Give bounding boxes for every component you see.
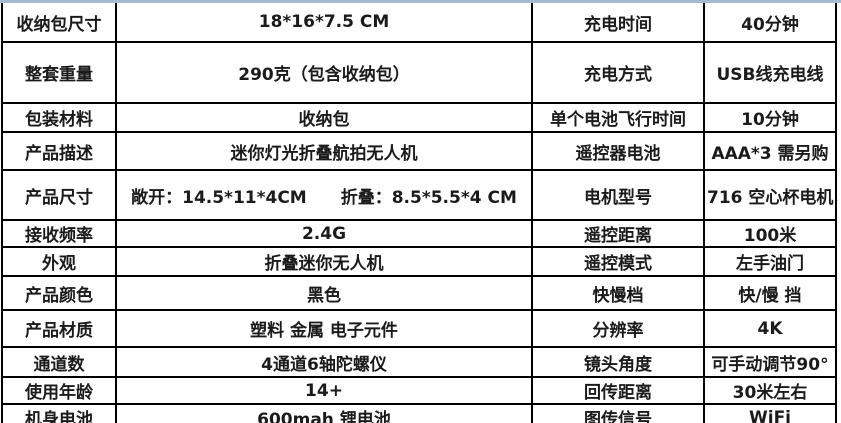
table-row: 包装材料 收纳包 单个电池飞行时间 10分钟 [1, 102, 837, 133]
spec-value-cell: 可手动调节90° [703, 346, 837, 378]
spec-value-cell: 40分钟 [703, 3, 837, 43]
spec-label-cell: 充电时间 [531, 3, 705, 43]
spec-value-cell: 敞开：14.5*11*4CM 折叠：8.5*5.5*4 CM [115, 169, 533, 221]
top-accent-border [0, 0, 841, 3]
table-row: 产品尺寸 敞开：14.5*11*4CM 折叠：8.5*5.5*4 CM 电机型号… [1, 169, 837, 221]
spec-value-cell: USB线充电线 [703, 41, 837, 104]
table-row: 产品描述 迷你灯光折叠航拍无人机 遥控器电池 AAA*3 需另购 [1, 131, 837, 171]
spec-label-cell: 分辨率 [531, 309, 705, 348]
spec-value-cell: 30米左右 [703, 376, 837, 405]
spec-value-cell: WiFi [703, 403, 837, 423]
table-row: 外观 折叠迷你无人机 遥控模式 左手油门 [1, 246, 837, 277]
table-row: 收纳包尺寸 18*16*7.5 CM 充电时间 40分钟 [1, 3, 837, 43]
spec-label-cell: 使用年龄 [1, 376, 117, 405]
table-row: 使用年龄 14+ 回传距离 30米左右 [1, 376, 837, 405]
spec-value-cell: 600mah 锂电池 [115, 403, 533, 423]
spec-label-cell: 接收频率 [1, 219, 117, 248]
spec-label-cell: 遥控器电池 [531, 131, 705, 171]
table-row: 接收频率 2.4G 遥控距离 100米 [1, 219, 837, 248]
spec-label-cell: 镜头角度 [531, 346, 705, 378]
spec-value-cell: 4通道6轴陀螺仪 [115, 346, 533, 378]
spec-label-cell: 快慢档 [531, 275, 705, 311]
spec-label-cell: 充电方式 [531, 41, 705, 104]
table-row: 产品材质 塑料 金属 电子元件 分辨率 4K [1, 309, 837, 348]
spec-value-cell: 100米 [703, 219, 837, 248]
spec-label-cell: 电机型号 [531, 169, 705, 221]
spec-label-cell: 遥控模式 [531, 246, 705, 277]
table-row: 通道数 4通道6轴陀螺仪 镜头角度 可手动调节90° [1, 346, 837, 378]
spec-label-cell: 收纳包尺寸 [1, 3, 117, 43]
spec-label-cell: 机身电池 [1, 403, 117, 423]
spec-value-cell: 左手油门 [703, 246, 837, 277]
spec-value-cell: 18*16*7.5 CM [115, 3, 533, 43]
spec-label-cell: 整套重量 [1, 41, 117, 104]
spec-label-cell: 产品颜色 [1, 275, 117, 311]
spec-label-cell: 产品描述 [1, 131, 117, 171]
spec-value-cell: 290克（包含收纳包） [115, 41, 533, 104]
spec-value-cell: 716 空心杯电机 [703, 169, 837, 221]
spec-label-cell: 产品尺寸 [1, 169, 117, 221]
spec-label-cell: 遥控距离 [531, 219, 705, 248]
spec-value-cell: 折叠迷你无人机 [115, 246, 533, 277]
spec-value-cell: 收纳包 [115, 102, 533, 133]
table-row: 机身电池 600mah 锂电池 图传信号 WiFi [1, 403, 837, 423]
spec-label-cell: 通道数 [1, 346, 117, 378]
spec-value-cell: 10分钟 [703, 102, 837, 133]
table-row: 整套重量 290克（包含收纳包） 充电方式 USB线充电线 [1, 41, 837, 104]
spec-label-cell: 外观 [1, 246, 117, 277]
spec-label-cell: 产品材质 [1, 309, 117, 348]
spec-label-cell: 图传信号 [531, 403, 705, 423]
spec-label-cell: 单个电池飞行时间 [531, 102, 705, 133]
spec-value-cell: 黑色 [115, 275, 533, 311]
spec-value-cell: 快/慢 挡 [703, 275, 837, 311]
spec-value-cell: 塑料 金属 电子元件 [115, 309, 533, 348]
spec-value-cell: 迷你灯光折叠航拍无人机 [115, 131, 533, 171]
spec-label-cell: 包装材料 [1, 102, 117, 133]
table-row: 产品颜色 黑色 快慢档 快/慢 挡 [1, 275, 837, 311]
spec-label-cell: 回传距离 [531, 376, 705, 405]
spec-value-cell: AAA*3 需另购 [703, 131, 837, 171]
spec-value-cell: 14+ [115, 376, 533, 405]
spec-table: 收纳包尺寸 18*16*7.5 CM 充电时间 40分钟 整套重量 290克（包… [1, 3, 837, 423]
spec-value-cell: 4K [703, 309, 837, 348]
spec-value-cell: 2.4G [115, 219, 533, 248]
